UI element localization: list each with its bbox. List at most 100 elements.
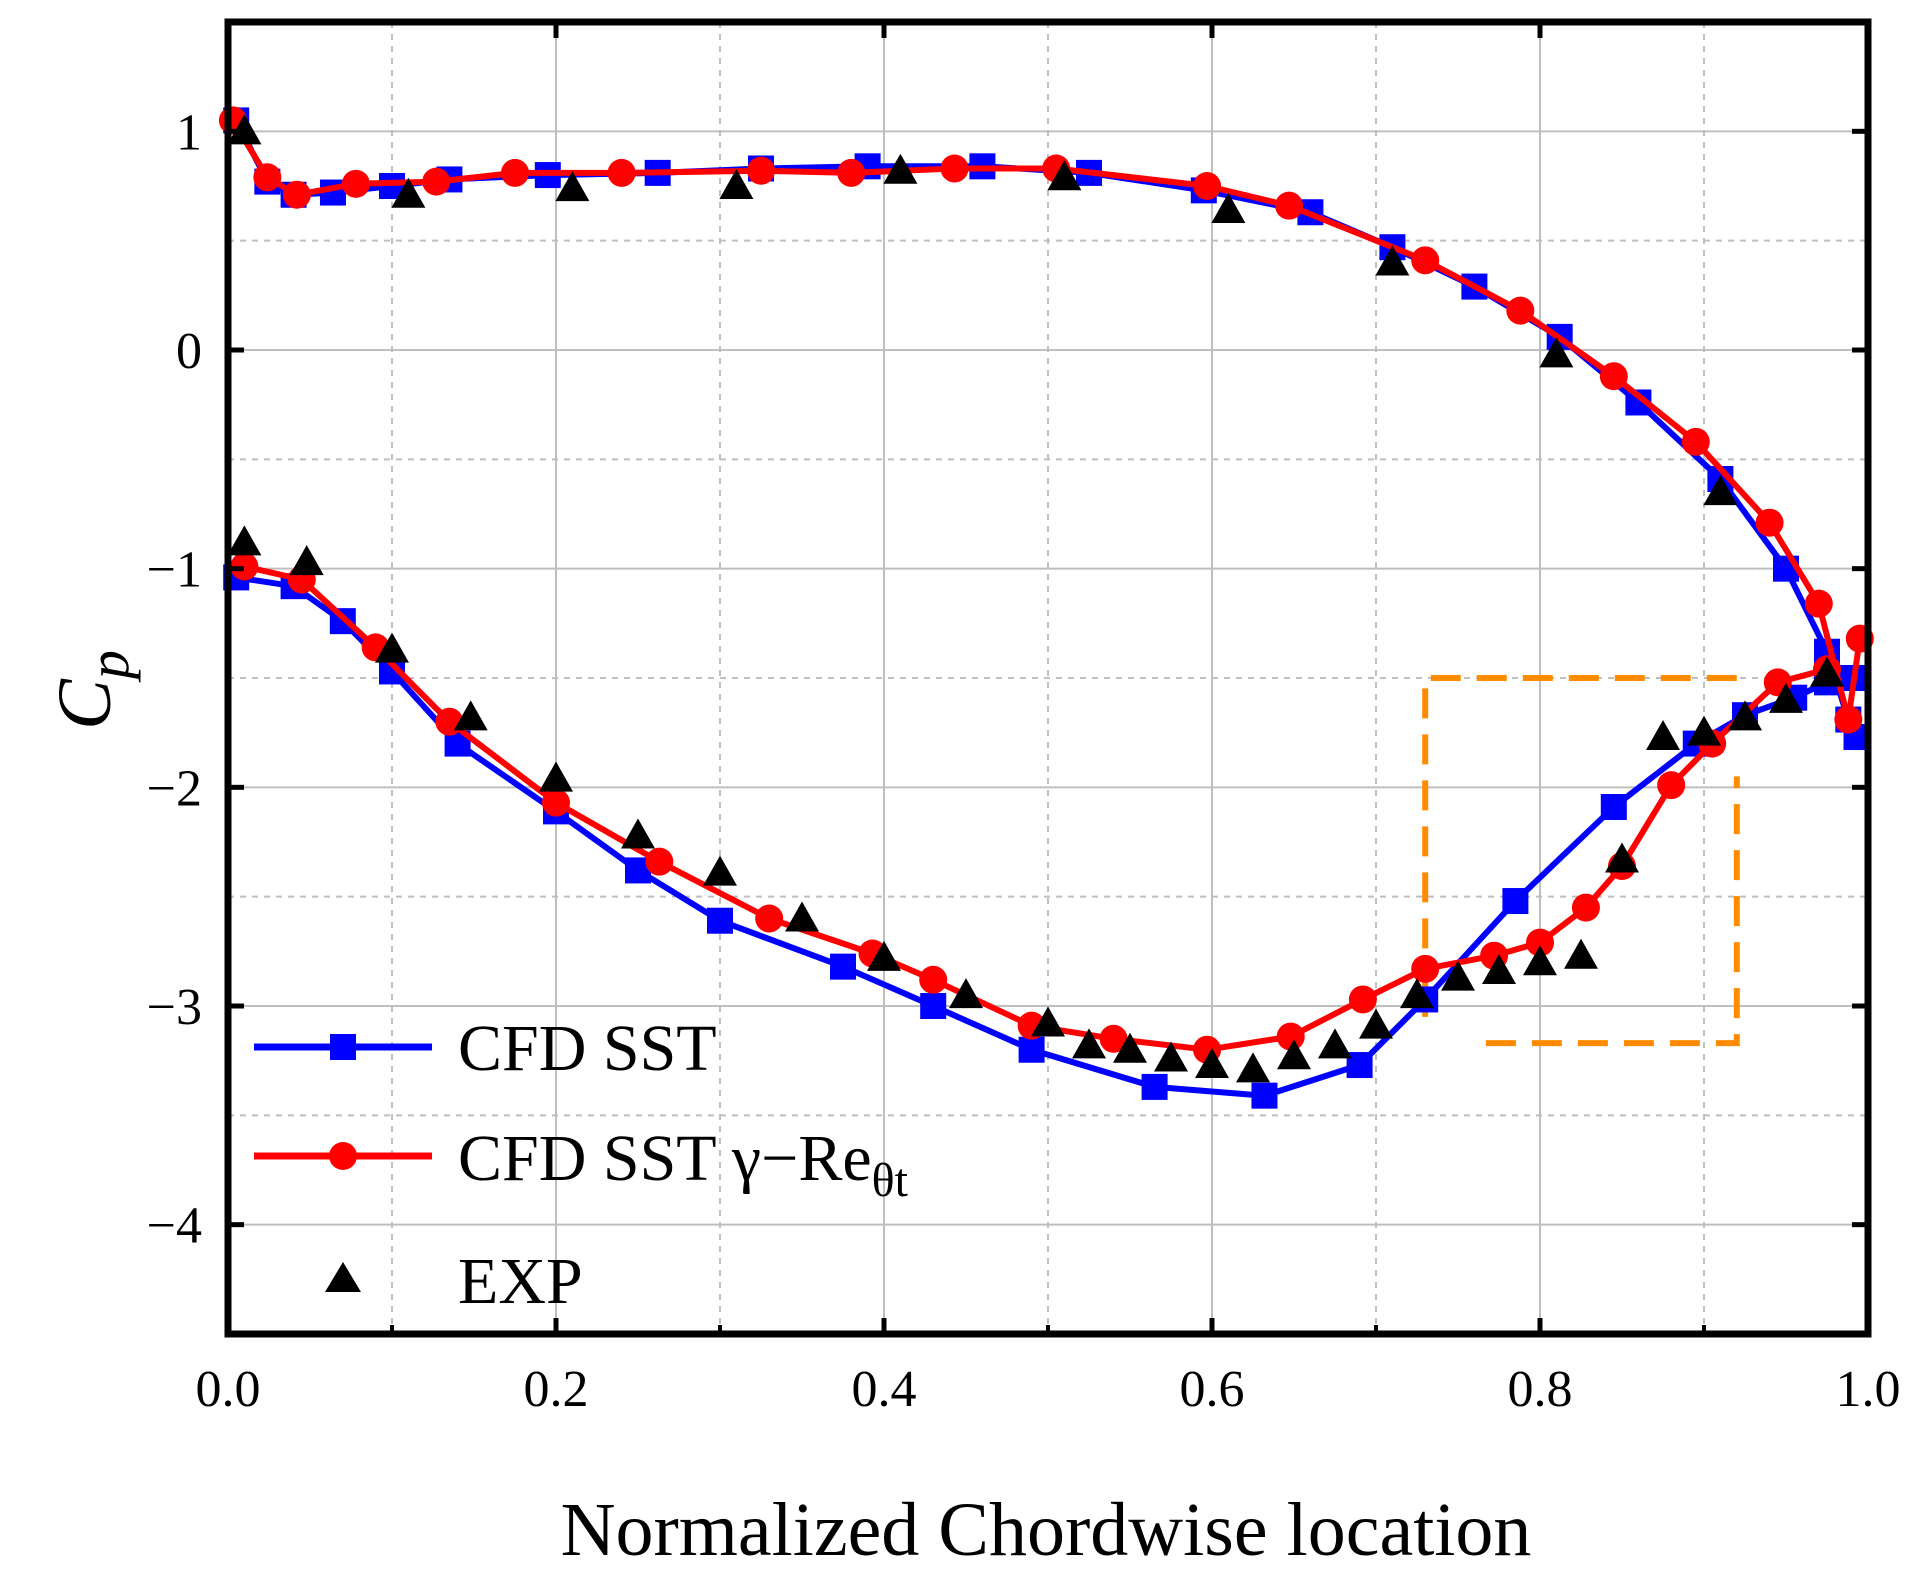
exp-point [1359, 1008, 1393, 1039]
exp-point [1154, 1041, 1188, 1072]
gamma-point [230, 552, 259, 581]
x-tick-label: 1.0 [1836, 1361, 1901, 1418]
exp-point [1211, 193, 1246, 224]
x-tick-label: 0.2 [524, 1361, 589, 1418]
legend: CFD SST CFD SST γ−Reθt EXP [254, 1012, 909, 1318]
exp-point [703, 855, 737, 886]
exp-point [1277, 1039, 1311, 1070]
gamma-point [1411, 246, 1440, 275]
gamma-point [501, 158, 529, 187]
legend-exp-marker [325, 1262, 361, 1292]
exp-point [621, 818, 655, 849]
exp-point [867, 940, 901, 971]
exp-point [1031, 1006, 1065, 1037]
exp-point [1769, 682, 1803, 713]
gamma-point [1834, 705, 1863, 734]
exp-point [1728, 700, 1762, 731]
exp-point [1441, 960, 1475, 991]
gamma-point [940, 154, 969, 183]
exp-point [1482, 954, 1516, 985]
gamma-point [1681, 427, 1710, 456]
exp-point [1047, 160, 1082, 191]
gamma-point [542, 788, 570, 817]
legend-gamma-marker [329, 1142, 357, 1170]
gamma-point [919, 965, 948, 994]
exp-point [1564, 938, 1598, 969]
y-axis-title-main: C [43, 678, 127, 730]
exp-point [453, 700, 488, 731]
sst-upper-line [233, 119, 1860, 739]
legend-sst-label: CFD SST [458, 1012, 717, 1085]
exp-point [1523, 945, 1557, 976]
exp-point [555, 171, 590, 202]
exp-point [1646, 720, 1680, 751]
gamma-point [1348, 985, 1377, 1014]
exp-point [227, 114, 262, 145]
legend-gamma-label: CFD SST γ−Reθt [458, 1122, 909, 1207]
exp-point [539, 761, 573, 792]
gamma-point [1193, 172, 1222, 200]
gamma-point [1506, 296, 1535, 325]
gamma-upper-line [230, 118, 1863, 723]
exp-point [227, 525, 262, 556]
legend-gamma-label-subscript: θt [872, 1154, 909, 1207]
sst-point [1502, 888, 1529, 915]
gamma-point [747, 156, 775, 185]
gamma-point [1099, 1024, 1128, 1053]
y-tick-label: −3 [147, 979, 202, 1036]
y-axis-title: Cp [43, 650, 141, 730]
sst-point [1251, 1082, 1278, 1109]
x-tick-label: 0.8 [1508, 1361, 1573, 1418]
y-tick-label: −1 [147, 542, 202, 599]
annotation-box-right [1485, 776, 1740, 1047]
y-tick-label: −2 [147, 760, 202, 817]
exp-point [375, 632, 409, 663]
gamma-point [1571, 893, 1600, 922]
y-axis-title-subscript: p [76, 650, 141, 683]
sst-point [707, 907, 733, 934]
gamma-point [341, 169, 370, 198]
exp-point [1375, 245, 1410, 276]
gamma-lower-line [243, 563, 1828, 1053]
sst-lower-line [235, 574, 1853, 1099]
gamma-point [607, 158, 636, 187]
legend-sst-marker [330, 1034, 356, 1060]
exp-point [1703, 475, 1738, 506]
sst-point [1600, 794, 1627, 821]
exp-point [289, 545, 324, 576]
series-layer [218, 106, 1874, 1109]
gamma-point [1599, 362, 1628, 391]
exp-point [1810, 656, 1844, 687]
exp-point [1113, 1032, 1147, 1063]
exp-point [1605, 842, 1639, 873]
axes-ticks: 0.0 0.2 0.4 0.6 0.8 1.0 1 0 −1 −2 −3 −4 [147, 22, 1901, 1418]
exp-point [1687, 715, 1721, 746]
y-tick-label: 1 [176, 104, 202, 161]
sst-point [920, 993, 947, 1019]
gamma-point [755, 904, 784, 933]
gamma-point [253, 163, 282, 192]
x-tick-label: 0.6 [1180, 1361, 1245, 1418]
gamma-point [1411, 954, 1440, 983]
exp-point [719, 169, 754, 199]
x-tick-label: 0.0 [196, 1361, 261, 1418]
exp-point [785, 901, 819, 932]
gamma-point [1276, 1022, 1305, 1051]
annotation-layer [1422, 675, 1740, 1047]
exp-point [1318, 1028, 1352, 1059]
sst-point [1141, 1073, 1168, 1100]
gamma-point [282, 180, 311, 209]
gamma-point [1526, 928, 1554, 957]
sst-point [1346, 1052, 1373, 1079]
exp-point [391, 177, 426, 208]
exp-point [1539, 337, 1574, 368]
y-tick-label: 0 [176, 323, 202, 380]
legend-exp-label: EXP [458, 1245, 583, 1318]
legend-gamma-label-main: CFD SST γ−Re [458, 1122, 872, 1195]
x-tick-label: 0.4 [852, 1361, 917, 1418]
exp-point [1072, 1028, 1106, 1059]
sst-point [830, 953, 856, 980]
gamma-point [1657, 771, 1686, 800]
gamma-point [422, 167, 451, 196]
gamma-point [1755, 508, 1784, 537]
